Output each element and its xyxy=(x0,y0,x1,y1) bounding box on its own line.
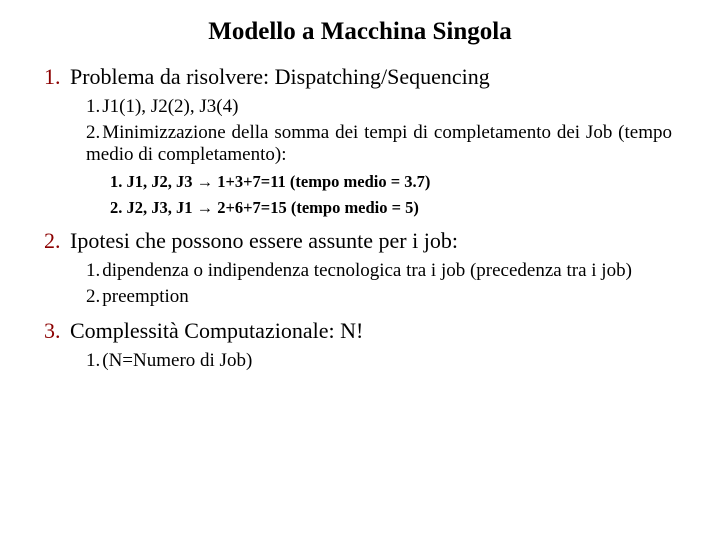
item-1-sub-2: 2.Minimizzazione della somma dei tempi d… xyxy=(86,122,672,166)
item-3-sub-1-text: (N=Numero di Job) xyxy=(102,350,252,371)
item-3-sub-1-num: 1. xyxy=(86,350,100,371)
item-1-sub-1-num: 1. xyxy=(86,96,100,117)
item-1-sub-2-num: 2. xyxy=(86,122,100,143)
item-1-detail-2-num: 2. xyxy=(110,198,122,217)
item-1-num: 1. xyxy=(44,64,61,89)
arrow-icon: → xyxy=(197,172,214,191)
arrow-icon: → xyxy=(197,198,214,217)
item-1-detail-1: 1. J1, J2, J3 → 1+3+7=11 (tempo medio = … xyxy=(110,172,682,192)
item-2-sub-2-num: 2. xyxy=(86,286,100,307)
item-2-text: Ipotesi che possono essere assunte per i… xyxy=(70,228,458,253)
item-1-sub-2-text: Minimizzazione della somma dei tempi di … xyxy=(86,122,672,165)
item-1-text: Problema da risolvere: Dispatching/Seque… xyxy=(70,64,490,89)
item-3-text: Complessità Computazionale: N! xyxy=(70,318,363,343)
slide-title: Modello a Macchina Singola xyxy=(38,18,682,46)
item-2-num: 2. xyxy=(44,228,61,253)
item-1-sub-1-text: J1(1), J2(2), J3(4) xyxy=(102,96,238,117)
item-1-detail-2-seq: J2, J3, J1 xyxy=(127,198,193,217)
item-1-detail-1-calc: 1+3+7=11 (tempo medio = 3.7) xyxy=(217,172,430,191)
item-3-num: 3. xyxy=(44,318,61,343)
item-1-detail-1-seq: J1, J2, J3 xyxy=(127,172,193,191)
item-2-sub-1-num: 1. xyxy=(86,260,100,281)
item-2: 2. Ipotesi che possono essere assunte pe… xyxy=(38,228,682,254)
item-2-sub-1-text: dipendenza o indipendenza tecnologica tr… xyxy=(102,260,632,281)
item-1-sub-1: 1.J1(1), J2(2), J3(4) xyxy=(86,96,672,118)
item-1: 1. Problema da risolvere: Dispatching/Se… xyxy=(38,64,682,90)
item-2-sub-2: 2.preemption xyxy=(86,286,672,308)
item-3-sub-1: 1.(N=Numero di Job) xyxy=(86,350,672,372)
item-1-detail-2: 2. J2, J3, J1 → 2+6+7=15 (tempo medio = … xyxy=(110,198,682,218)
item-3: 3. Complessità Computazionale: N! xyxy=(38,318,682,344)
item-2-sub-2-text: preemption xyxy=(102,286,189,307)
item-1-detail-1-num: 1. xyxy=(110,172,122,191)
item-2-sub-1: 1.dipendenza o indipendenza tecnologica … xyxy=(86,260,672,282)
item-1-detail-2-calc: 2+6+7=15 (tempo medio = 5) xyxy=(217,198,419,217)
